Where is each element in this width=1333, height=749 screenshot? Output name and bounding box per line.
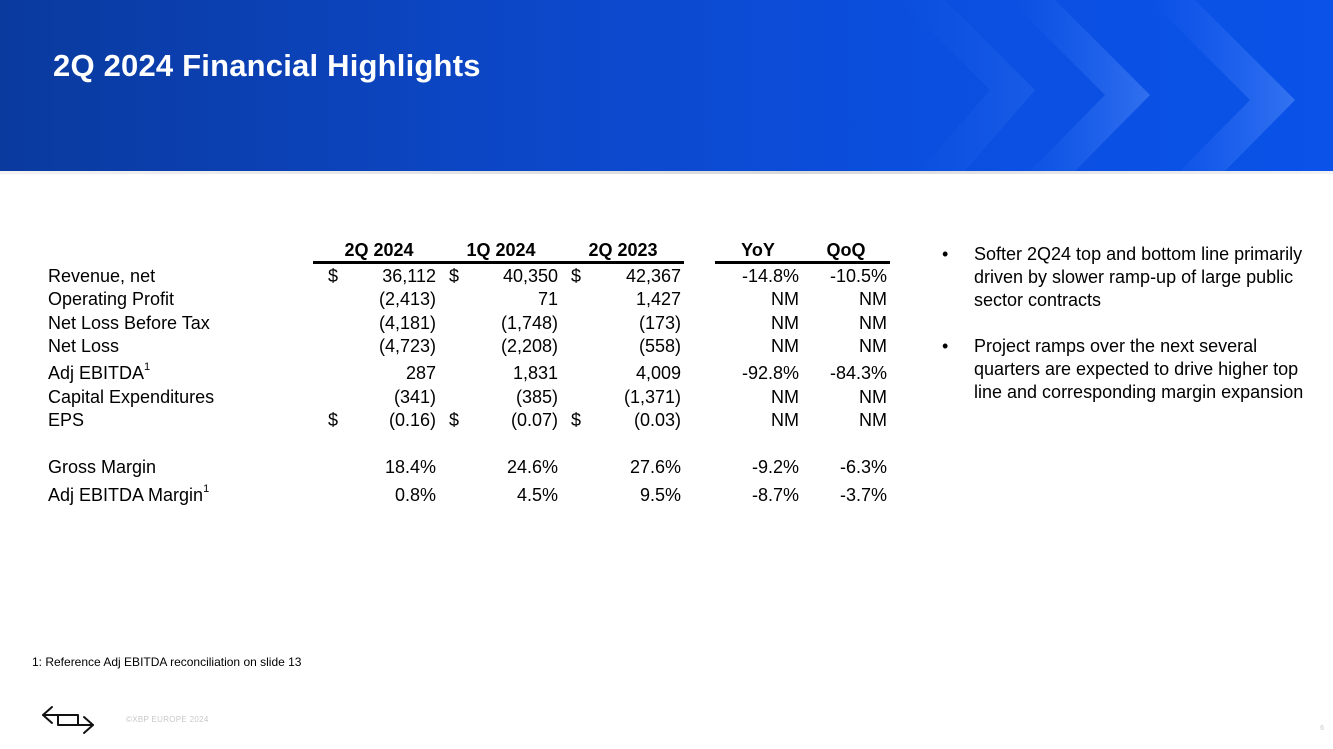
table-cell: NM <box>777 288 887 310</box>
table-cell: 24.6% <box>448 456 558 478</box>
currency-sign: $ <box>571 265 585 287</box>
table-cell: (173) <box>571 312 681 334</box>
table-cell: NM <box>689 312 799 334</box>
header-rule <box>715 261 890 264</box>
bullet-item: • Project ramps over the next several qua… <box>942 335 1307 404</box>
row-label: Revenue, net <box>48 265 155 287</box>
row-label: Adj EBITDA1 <box>48 362 150 384</box>
table-cell: (558) <box>571 335 681 357</box>
currency-sign: $ <box>449 409 463 431</box>
table-cell: (0.03) <box>571 409 681 431</box>
table-cell: (1,748) <box>448 312 558 334</box>
row-label: EPS <box>48 409 84 431</box>
page-number: 6 <box>1320 725 1324 732</box>
table-cell: 287 <box>326 362 436 384</box>
currency-sign: $ <box>571 409 585 431</box>
table-cell: 71 <box>448 288 558 310</box>
header-rule <box>313 261 684 264</box>
table-cell: NM <box>689 386 799 408</box>
table-cell: (4,723) <box>326 335 436 357</box>
table-cell: -8.7% <box>689 484 799 506</box>
footnote: 1: Reference Adj EBITDA reconciliation o… <box>32 655 301 669</box>
table-cell: 40,350 <box>448 265 558 287</box>
bullet-list: • Softer 2Q24 top and bottom line primari… <box>942 243 1307 427</box>
table-cell: NM <box>777 335 887 357</box>
column-header: YoY <box>698 239 818 261</box>
bullet-item: • Softer 2Q24 top and bottom line primari… <box>942 243 1307 312</box>
bullet-glyph: • <box>942 243 948 266</box>
table-cell: (2,208) <box>448 335 558 357</box>
copyright: ©XBP EUROPE 2024 <box>126 715 209 724</box>
table-cell: (0.07) <box>448 409 558 431</box>
bullet-text: Softer 2Q24 top and bottom line primaril… <box>974 244 1302 310</box>
column-header: 1Q 2024 <box>441 239 561 261</box>
currency-sign: $ <box>328 265 342 287</box>
table-cell: -3.7% <box>777 484 887 506</box>
footnote-marker: 1 <box>144 361 150 373</box>
table-cell: 42,367 <box>571 265 681 287</box>
table-cell: 18.4% <box>326 456 436 478</box>
table-cell: NM <box>689 335 799 357</box>
row-label: Adj EBITDA Margin1 <box>48 484 209 506</box>
bullet-text: Project ramps over the next several quar… <box>974 336 1303 402</box>
table-cell: (341) <box>326 386 436 408</box>
table-cell: -84.3% <box>777 362 887 384</box>
bullet-glyph: • <box>942 335 948 358</box>
table-cell: NM <box>689 409 799 431</box>
table-cell: 0.8% <box>326 484 436 506</box>
table-cell: 27.6% <box>571 456 681 478</box>
table-cell: -10.5% <box>777 265 887 287</box>
row-label: Net Loss Before Tax <box>48 312 210 334</box>
column-header: 2Q 2024 <box>319 239 439 261</box>
table-cell: (4,181) <box>326 312 436 334</box>
column-header: 2Q 2023 <box>563 239 683 261</box>
table-cell: NM <box>777 386 887 408</box>
table-cell: -14.8% <box>689 265 799 287</box>
currency-sign: $ <box>449 265 463 287</box>
table-cell: 4.5% <box>448 484 558 506</box>
banner-shadow <box>0 171 1333 174</box>
table-cell: (1,371) <box>571 386 681 408</box>
column-header: QoQ <box>786 239 906 261</box>
company-logo-icon <box>40 703 96 737</box>
table-cell: (385) <box>448 386 558 408</box>
table-cell: -92.8% <box>689 362 799 384</box>
chevron-decoration-icon <box>0 0 1333 171</box>
table-cell: 1,427 <box>571 288 681 310</box>
table-cell: 9.5% <box>571 484 681 506</box>
table-cell: -9.2% <box>689 456 799 478</box>
currency-sign: $ <box>328 409 342 431</box>
table-cell: (0.16) <box>326 409 436 431</box>
table-cell: 36,112 <box>326 265 436 287</box>
row-label: Net Loss <box>48 335 119 357</box>
table-cell: -6.3% <box>777 456 887 478</box>
table-cell: NM <box>777 409 887 431</box>
row-label: Operating Profit <box>48 288 174 310</box>
row-label: Gross Margin <box>48 456 156 478</box>
row-label: Capital Expenditures <box>48 386 214 408</box>
table-cell: 4,009 <box>571 362 681 384</box>
header-banner: 2Q 2024 Financial Highlights <box>0 0 1333 171</box>
page-title: 2Q 2024 Financial Highlights <box>53 48 481 84</box>
footnote-marker: 1 <box>203 483 209 495</box>
table-cell: NM <box>777 312 887 334</box>
table-cell: NM <box>689 288 799 310</box>
table-cell: 1,831 <box>448 362 558 384</box>
table-cell: (2,413) <box>326 288 436 310</box>
